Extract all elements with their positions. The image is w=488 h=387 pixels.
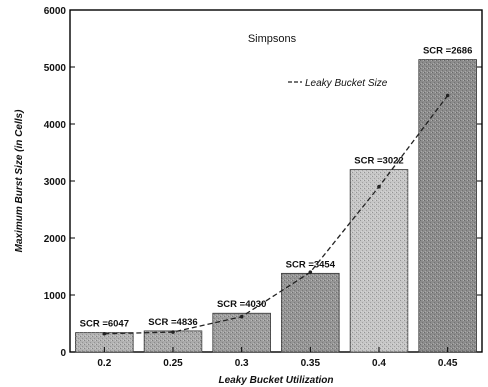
x-tick-label: 0.25 [163, 358, 183, 369]
y-tick-label: 4000 [44, 120, 67, 131]
leaky-bucket-size-line [104, 95, 449, 335]
y-tick-label: 3000 [44, 177, 67, 188]
y-tick-label: 6000 [44, 6, 67, 17]
bar-texture [418, 59, 477, 353]
x-tick-label: 0.3 [235, 358, 249, 369]
bar-texture [212, 313, 271, 352]
bar-texture [281, 273, 340, 352]
y-axis-label: Maximum Burst Size (in Cells) [14, 109, 25, 252]
bar-label: SCR =2686 [423, 46, 472, 57]
trend-point [445, 93, 450, 98]
bar-label: SCR =4030 [217, 299, 266, 310]
bar-texture [350, 169, 408, 352]
y-tick-label: 5000 [44, 63, 67, 74]
trend-point [102, 331, 107, 336]
trend-point [308, 270, 313, 275]
x-tick-label: 0.45 [438, 358, 458, 369]
bar-label: SCR =6047 [80, 319, 129, 330]
bar-label: SCR =3022 [354, 156, 403, 167]
x-tick-label: 0.4 [372, 358, 386, 369]
trend-point [171, 330, 175, 334]
x-tick-label: 0.35 [301, 358, 321, 369]
bar-texture [75, 332, 134, 352]
bar-label: SCR =4836 [148, 317, 197, 328]
y-tick-label: 2000 [44, 234, 67, 245]
bar-texture [144, 330, 202, 352]
y-tick-label: 0 [60, 348, 66, 359]
x-tick-label: 0.2 [97, 358, 111, 369]
bar-label: SCR =3454 [286, 259, 336, 270]
x-axis-label: Leaky Bucket Utilization [218, 375, 333, 386]
y-tick-label: 1000 [44, 291, 67, 302]
trend-point [377, 184, 381, 189]
legend-entry: Leaky Bucket Size [305, 78, 388, 89]
chart-title: Simpsons [248, 33, 297, 45]
trend-point [239, 314, 244, 319]
